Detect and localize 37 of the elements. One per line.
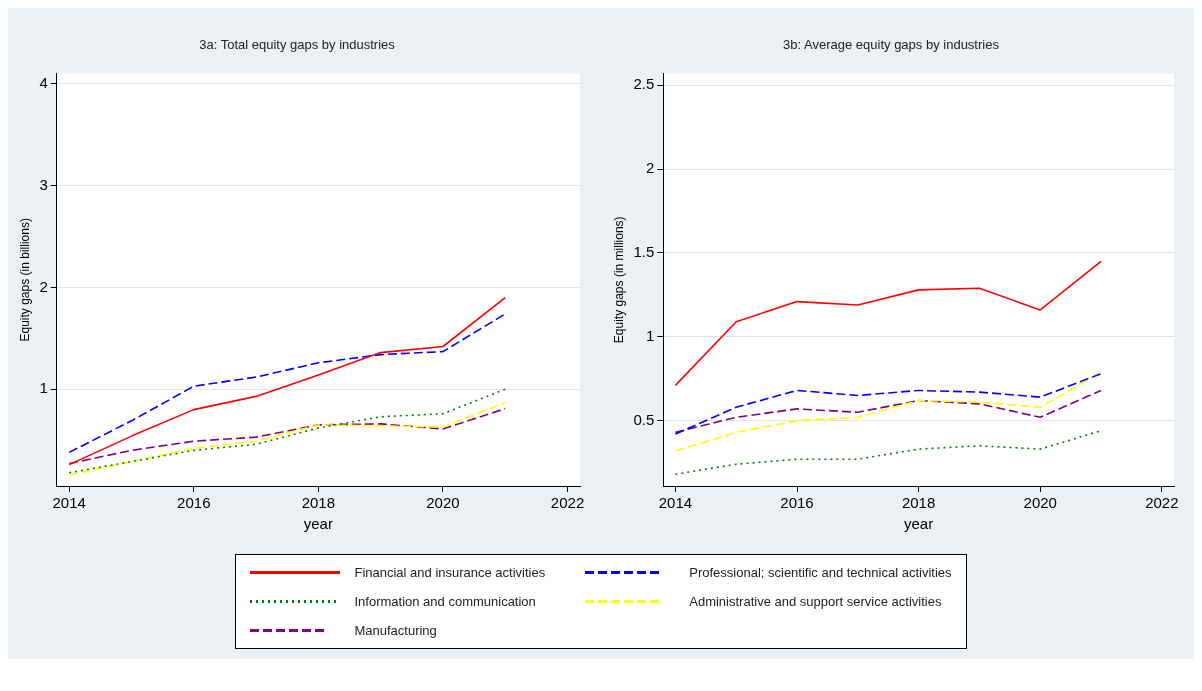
legend-label: Financial and insurance activities [354,565,546,580]
y-tick-label: 1 [645,326,655,344]
line-series [674,389,1102,434]
legend-label: Professional; scientific and technical activities [689,565,952,580]
x-tick-label: 2018 [301,494,336,512]
y-axis-title: Equity gaps (in billions) [17,218,32,342]
legend-label: Manufacturing [354,623,437,638]
x-tick-label: 2022 [1145,494,1179,512]
line-series [68,388,507,474]
y-tick-label: 2 [645,159,655,177]
x-tick-label: 2020 [426,494,460,512]
line-series [674,429,1102,476]
line-series [68,401,507,476]
legend-label: Information and communication [354,594,536,609]
x-axis-title: year [303,515,333,533]
line-series [68,313,507,454]
y-tick-label: 4 [39,73,48,91]
x-tick-label: 2018 [901,494,936,512]
chart-title: 3a: Total equity gaps by industries [199,37,396,53]
x-tick-label: 2016 [177,494,211,512]
y-tick-label: 1.5 [633,243,655,261]
y-tick-label: 2 [39,277,48,295]
y-tick-label: 1 [39,379,48,397]
x-tick-label: 2014 [658,494,693,512]
y-tick-label: 2.5 [633,75,655,93]
x-tick-label: 2014 [52,494,86,512]
line-series [68,407,507,465]
line-series [674,372,1102,435]
x-tick-label: 2022 [550,494,585,512]
y-axis-title: Equity gaps (in millions) [611,216,626,344]
x-axis-title: year [904,515,934,533]
y-tick-label: 3 [39,175,48,193]
y-tick-label: 0.5 [633,410,655,428]
chart-title: 3b: Average equity gaps by industries [783,37,1000,53]
x-tick-label: 2016 [780,494,814,512]
x-tick-label: 2020 [1023,494,1057,512]
legend-label: Administrative and support service activities [689,594,942,609]
